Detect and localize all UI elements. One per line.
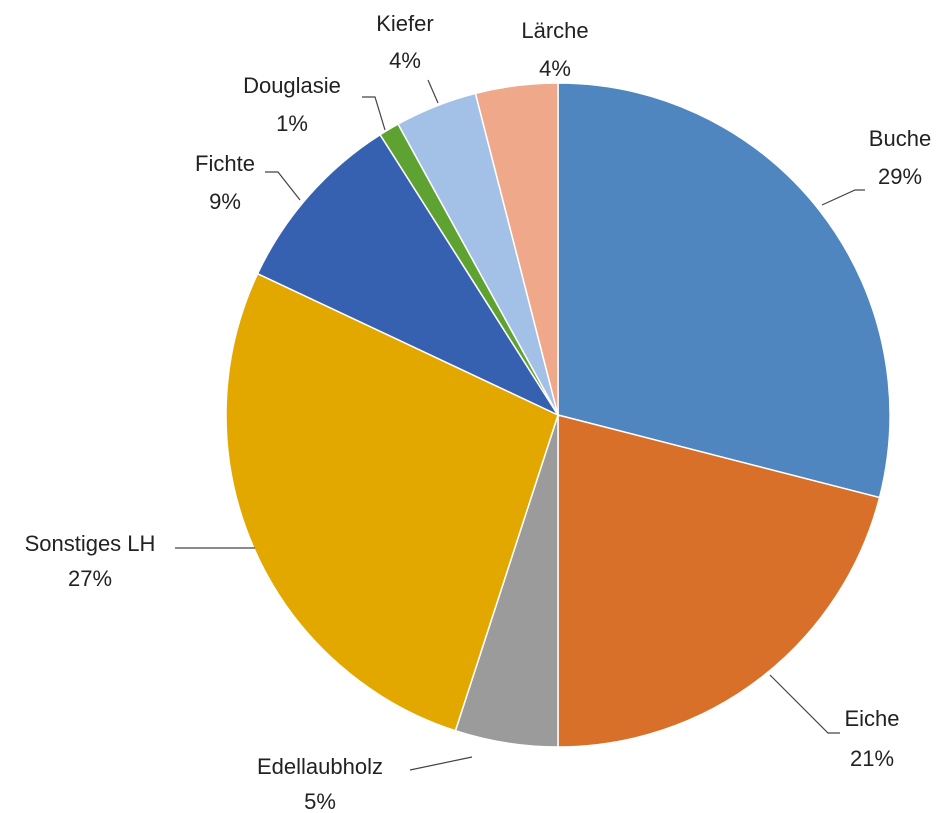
leader-line (409, 756, 473, 771)
leader-line (362, 96, 386, 131)
slice-value-label: 9% (209, 189, 241, 214)
pie-slice (474, 82, 559, 416)
pie-slice (557, 82, 891, 499)
slice-value-label: 4% (389, 48, 421, 73)
slice-label: Eiche (844, 706, 899, 731)
slice-value-label: 21% (850, 746, 894, 771)
slice-label: Fichte (195, 151, 255, 176)
pie-slice (225, 272, 559, 732)
slice-value-label: 27% (68, 566, 112, 591)
pie-slice (557, 414, 881, 748)
pie-slice (256, 133, 561, 417)
slice-label: Buche (869, 126, 931, 151)
slice-label: Edellaubholz (257, 754, 383, 779)
slice-value-label: 29% (878, 164, 922, 189)
slice-value-label: 5% (304, 789, 336, 813)
slice-label: Lärche (521, 18, 588, 43)
slice-label: Douglasie (243, 73, 341, 98)
leader-line (427, 79, 439, 104)
slice-label: Sonstiges LH (25, 531, 156, 556)
slice-label: Kiefer (376, 11, 433, 36)
slice-value-label: 4% (539, 56, 571, 81)
slice-value-label: 1% (276, 111, 308, 136)
leader-line (769, 674, 840, 734)
leader-line (265, 171, 301, 201)
leader-line (821, 189, 865, 206)
